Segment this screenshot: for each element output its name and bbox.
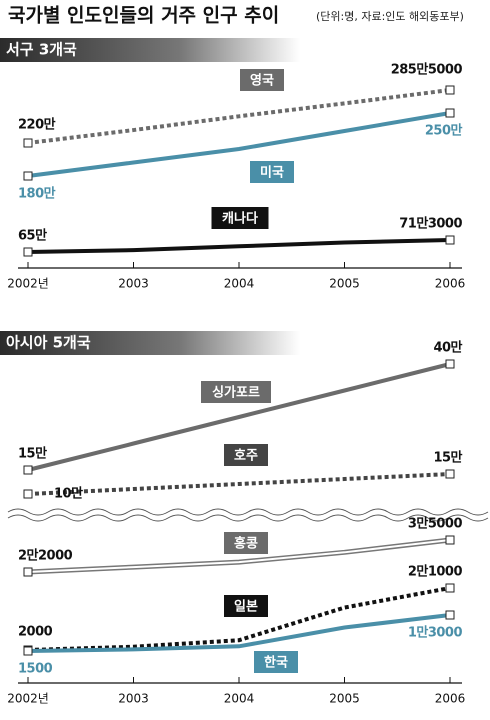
value-label: 65만 [18,228,47,244]
axis-break [7,514,489,522]
legend-box [224,532,268,554]
value-label: 250만 [425,123,463,139]
legend-box [250,161,294,183]
x-tick-label: 2005 [329,277,360,291]
x-tick-label: 2006 [435,692,466,706]
x-tick-label: 2003 [118,692,149,706]
end-point [23,465,33,475]
series-line [27,362,451,472]
value-label: 3만5000 [408,516,463,532]
series-line [27,238,451,254]
legend-box [240,69,284,91]
end-point [445,535,455,545]
value-label: 1만3000 [408,625,463,641]
series-line [27,472,451,496]
x-tick-label: 2005 [329,692,360,706]
axis-break [7,508,489,516]
legend-box [254,651,298,673]
panel-title: 아시아 5개국 [6,334,91,352]
end-point [445,108,455,118]
x-tick-label: 2006 [435,277,466,291]
series-line [27,613,451,653]
value-label: 40만 [433,340,462,356]
series-line [27,111,451,178]
series-line [27,88,451,145]
value-label: 285만5000 [391,62,463,78]
series-line-inner [27,539,451,573]
subtitle: (단위:명, 자료:인도 해외동포부) [316,9,464,23]
legend-label: 일본 [234,600,258,615]
x-tick-label: 2003 [118,277,149,291]
end-point [23,646,33,656]
end-point [445,610,455,620]
value-label: 1500 [18,662,53,677]
legend-label: 미국 [260,165,284,181]
panel-header [0,38,300,62]
title: 국가별 인도인들의 거주 인구 추이 [8,5,279,27]
end-point [445,359,455,369]
x-tick-label: 2004 [224,277,255,291]
end-point [445,85,455,95]
end-point [445,235,455,245]
legend-label: 캐나다 [222,211,258,227]
end-point [445,469,455,479]
legend-box [224,595,268,617]
value-label: 10만 [54,486,83,502]
legend-box [201,381,271,403]
legend-label: 싱가포르 [212,386,260,401]
end-point [23,247,33,257]
x-tick-label: 2002년 [7,277,49,291]
legend-box [224,444,268,466]
value-label: 71만3000 [399,216,462,232]
legend-label: 호주 [234,449,258,464]
value-label: 180만 [18,186,56,202]
end-point [23,171,33,181]
panel-title: 서구 3개국 [6,41,77,59]
value-label: 15만 [433,450,462,466]
x-tick-label: 2004 [224,692,255,706]
end-point [23,567,33,577]
series-line [27,586,451,652]
value-label: 2만2000 [18,548,73,564]
end-point [23,489,33,499]
legend-box [211,207,269,229]
value-label: 220만 [18,117,56,133]
panel-header [0,331,300,355]
legend-label: 한국 [264,655,288,671]
legend-label: 영국 [250,74,274,89]
end-point [23,138,33,148]
value-label: 2만1000 [408,564,463,580]
end-point [445,583,455,593]
legend-label: 홍콩 [234,536,258,552]
value-label: 15만 [18,446,47,462]
value-label: 2000 [18,625,53,640]
x-tick-label: 2002년 [7,692,49,706]
